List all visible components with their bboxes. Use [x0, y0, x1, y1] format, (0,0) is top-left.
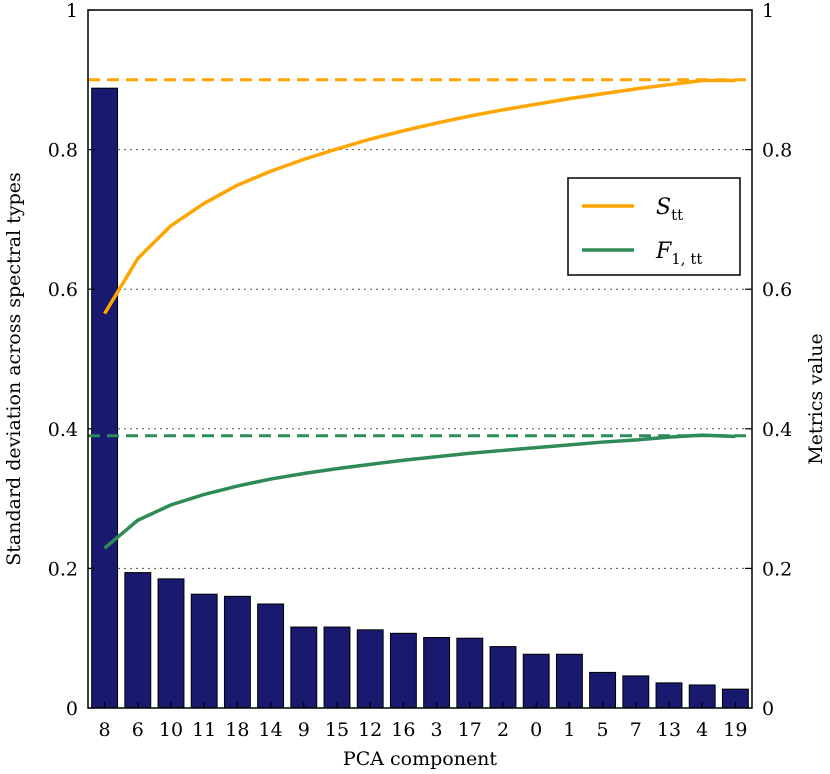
x-tick-label: 7 — [630, 719, 642, 741]
bar — [157, 578, 185, 709]
y2-tick-label: 1 — [762, 0, 774, 22]
legend: Stt F1, tt — [567, 177, 741, 276]
y-tick-label: 0.8 — [48, 140, 78, 162]
bar — [522, 653, 550, 709]
grid-layer — [88, 149, 752, 569]
bar — [356, 629, 384, 709]
y2-tick-label: 0.6 — [762, 279, 792, 301]
x-tick-label: 14 — [259, 719, 283, 741]
reference-lines — [88, 78, 752, 438]
x-tick-label: 9 — [298, 719, 310, 741]
y-tick-label: 0.4 — [48, 419, 78, 441]
x-tick-label: 17 — [458, 719, 482, 741]
bar — [456, 637, 484, 709]
y-axis-label: Standard deviation across spectral types — [3, 172, 25, 565]
x-tick-label: 15 — [325, 719, 349, 741]
bar — [389, 632, 417, 709]
x-axis-label: PCA component — [343, 748, 497, 770]
x-tick-label: 8 — [99, 719, 111, 741]
x-tick-label: 19 — [723, 719, 747, 741]
y2-axis-label: Metrics value — [805, 333, 827, 465]
y2-tick-label: 0.8 — [762, 140, 792, 162]
bar — [323, 626, 351, 709]
bar — [290, 626, 318, 709]
legend-label: Stt — [656, 195, 683, 224]
bar — [555, 653, 583, 709]
legend-label: F1, tt — [655, 239, 702, 268]
y-tick-label: 0.6 — [48, 279, 78, 301]
y-tick-label: 1 — [66, 0, 78, 22]
series-lines — [103, 78, 736, 550]
series-line — [103, 78, 736, 315]
y2-tick-label: 0 — [762, 698, 774, 720]
bar — [190, 593, 218, 709]
y2-tick-label: 0.4 — [762, 419, 792, 441]
x-tick-label: 5 — [597, 719, 609, 741]
bar — [223, 595, 251, 709]
bar — [257, 603, 285, 709]
x-tick-label: 3 — [431, 719, 443, 741]
x-tick-label: 1 — [563, 719, 575, 741]
x-tick-label: 11 — [192, 719, 216, 741]
x-tick-label: 4 — [696, 719, 708, 741]
bar — [423, 637, 451, 709]
x-tick-label: 12 — [358, 719, 382, 741]
bar — [91, 87, 119, 709]
y-tick-label: 0 — [66, 698, 78, 720]
x-tick-label: 13 — [657, 719, 681, 741]
legend-box — [567, 177, 741, 276]
bar — [124, 572, 152, 709]
x-tick-label: 18 — [225, 719, 249, 741]
x-tick-label: 0 — [530, 719, 542, 741]
x-tick-label: 16 — [391, 719, 415, 741]
y-tick-label: 0.2 — [48, 558, 78, 580]
plot-frame — [87, 9, 753, 709]
x-tick-label: 10 — [159, 719, 183, 741]
x-tick-label: 6 — [132, 719, 144, 741]
series-line — [103, 433, 736, 550]
bar — [489, 646, 517, 709]
x-tick-label: 2 — [497, 719, 509, 741]
y2-tick-label: 0.2 — [762, 558, 792, 580]
